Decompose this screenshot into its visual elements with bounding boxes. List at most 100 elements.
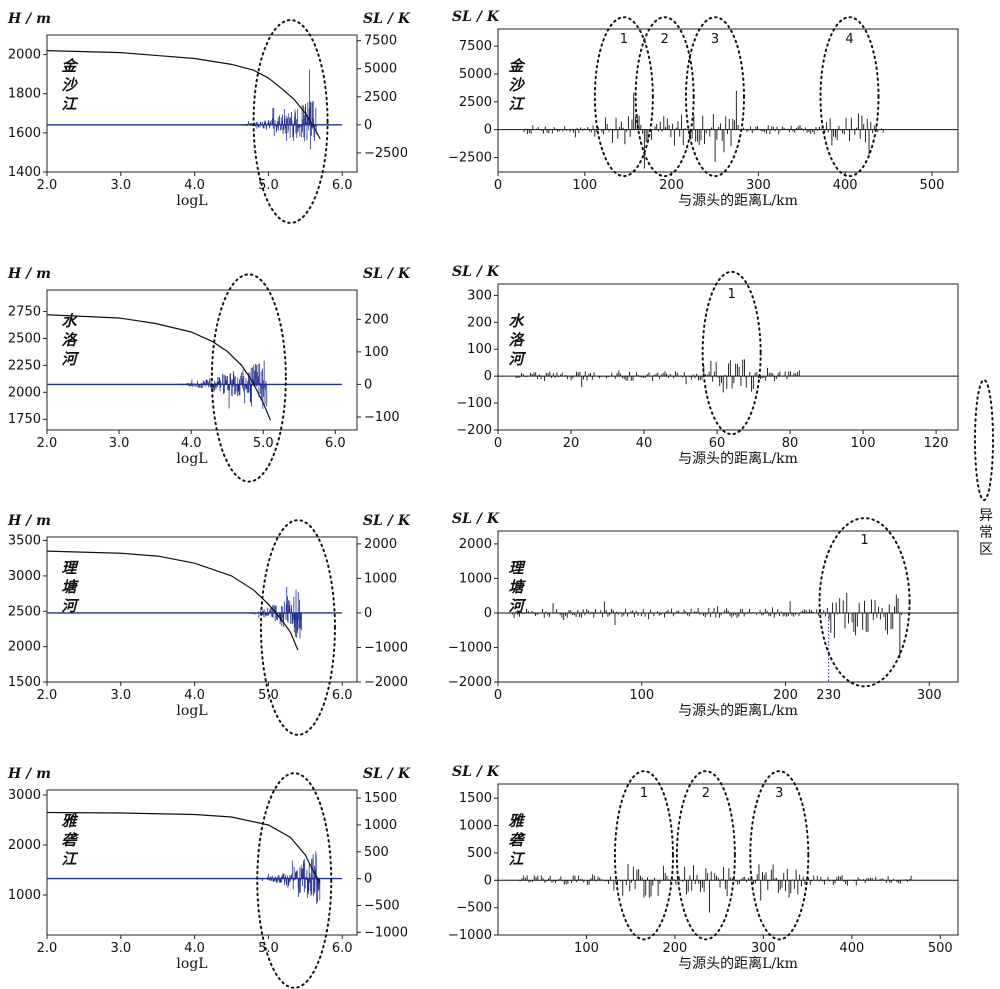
- x-axis-label: logL: [176, 956, 207, 972]
- y2-axis-label: SL / K: [363, 11, 411, 27]
- y-tick-label: −200: [456, 423, 492, 438]
- anomaly-ellipse: [634, 16, 695, 178]
- y2-tick-label: 0: [364, 872, 372, 887]
- y2-tick-label: 0: [364, 377, 372, 392]
- y-axis-label: H / m: [7, 766, 51, 782]
- river-name-char: 理: [508, 559, 526, 577]
- y-tick-label: −2500: [448, 151, 492, 166]
- elevation-profile-line: [46, 550, 299, 651]
- x-tick-label: 300: [746, 178, 771, 193]
- y-tick-label: 2000: [8, 640, 41, 655]
- y2-tick-label: −100: [364, 410, 400, 425]
- y2-tick-label: 0: [364, 118, 372, 133]
- y-tick-label: 1750: [8, 412, 41, 427]
- y2-tick-label: 200: [364, 312, 389, 327]
- y2-tick-label: 500: [364, 845, 389, 860]
- y-tick-label: 5000: [459, 67, 492, 82]
- anomaly-ellipse: [818, 517, 911, 688]
- anomaly-ellipse: [210, 273, 287, 483]
- x-tick-label: 200: [773, 688, 798, 703]
- y2-tick-label: 0: [364, 606, 372, 621]
- x-tick-label: 3.0: [109, 436, 130, 451]
- x-tick-label: 100: [851, 436, 876, 451]
- anomaly-zone-label: 1: [728, 287, 736, 302]
- river-name-char: 江: [61, 850, 78, 868]
- anomaly-ellipse: [819, 16, 880, 178]
- y2-tick-label: 7500: [364, 34, 397, 49]
- x-tick-label: 300: [917, 688, 942, 703]
- legend-ellipse-symbol: [974, 379, 994, 501]
- y-tick-label: 1600: [8, 126, 41, 141]
- legend: 异常区: [974, 379, 994, 558]
- y-tick-label: 1500: [459, 791, 492, 806]
- river-name-char: 砻: [61, 831, 79, 849]
- y-tick-label: 2500: [8, 331, 41, 346]
- y-tick-label: 2250: [8, 358, 41, 373]
- anomaly-ellipse: [593, 16, 654, 178]
- x-tick-label: 20: [563, 436, 580, 451]
- y-tick-label: 0: [484, 369, 492, 384]
- x-tick-label: 2.0: [37, 436, 58, 451]
- y-tick-label: 3500: [8, 534, 41, 549]
- y-tick-label: 300: [467, 288, 492, 303]
- river-name-char: 河: [508, 597, 526, 615]
- plot-frame: [497, 28, 959, 173]
- x-tick-label: 60: [709, 436, 726, 451]
- river-name-char: 沙: [508, 76, 525, 94]
- y-tick-label: 3000: [8, 569, 41, 584]
- x-tick-label: 2.0: [37, 178, 58, 193]
- plot-frame: [46, 289, 358, 431]
- anomaly-zone-label: 2: [661, 32, 669, 47]
- elevation-profile-line: [46, 314, 272, 421]
- anomaly-ellipse: [252, 19, 329, 224]
- legend-label-char: 常: [979, 525, 993, 541]
- y-tick-label: 0: [484, 873, 492, 888]
- anomaly-ellipse: [749, 770, 810, 941]
- y-tick-label: 100: [467, 342, 492, 357]
- y-tick-label: −2000: [448, 675, 492, 690]
- anomaly-zone-label: 3: [711, 32, 719, 47]
- river-name-char: 洛: [61, 331, 78, 349]
- y-tick-label: 1400: [8, 165, 41, 180]
- y-tick-label: 1800: [8, 87, 41, 102]
- x-axis-label: 与源头的距离L/km: [678, 955, 798, 972]
- anomaly-ellipse: [675, 770, 736, 941]
- x-tick-label: 0: [494, 178, 502, 193]
- anomaly-zone-label: 1: [860, 533, 868, 548]
- river-name-char: 水: [61, 312, 77, 330]
- x-tick-label: 100: [572, 178, 597, 193]
- x-tick-label: 0: [494, 688, 502, 703]
- y-tick-label: 2000: [8, 838, 41, 853]
- x-tick-label: 400: [833, 178, 858, 193]
- river-name-char: 砻: [508, 831, 526, 849]
- x-tick-label: 4.0: [184, 178, 205, 193]
- y2-tick-label: −500: [364, 898, 400, 913]
- y2-tick-label: 1000: [364, 818, 397, 833]
- anomaly-ellipse: [259, 519, 336, 736]
- river-name-char: 雅: [508, 812, 526, 830]
- river-name-char: 江: [508, 850, 525, 868]
- x-tick-label: 400: [839, 941, 864, 956]
- x-tick-label: 300: [751, 941, 776, 956]
- y-tick-label: −1000: [448, 640, 492, 655]
- left-panel-0: 2.0 3.0 4.0 5.0 6.01400160018002000−25000250…: [7, 11, 411, 224]
- y2-tick-label: 5000: [364, 62, 397, 77]
- x-tick-label: 0: [494, 436, 502, 451]
- anomaly-ellipse: [613, 770, 674, 941]
- y-tick-label: 0: [484, 123, 492, 138]
- marker-label: 230: [816, 688, 841, 703]
- y-tick-label: −100: [456, 396, 492, 411]
- y-tick-label: 2500: [8, 604, 41, 619]
- river-name-char: 河: [61, 350, 79, 368]
- y2-tick-label: 1500: [364, 791, 397, 806]
- x-tick-label: 2.0: [37, 941, 58, 956]
- x-axis-label: 与源头的距离L/km: [678, 192, 798, 209]
- anomaly-zone-label: 2: [702, 786, 710, 801]
- x-tick-label: 500: [928, 941, 953, 956]
- x-tick-label: 4.0: [184, 688, 205, 703]
- anomaly-ellipse: [701, 270, 762, 436]
- x-axis-label: 与源头的距离L/km: [678, 702, 798, 719]
- y-tick-label: 2000: [8, 385, 41, 400]
- river-name-char: 塘: [508, 578, 526, 596]
